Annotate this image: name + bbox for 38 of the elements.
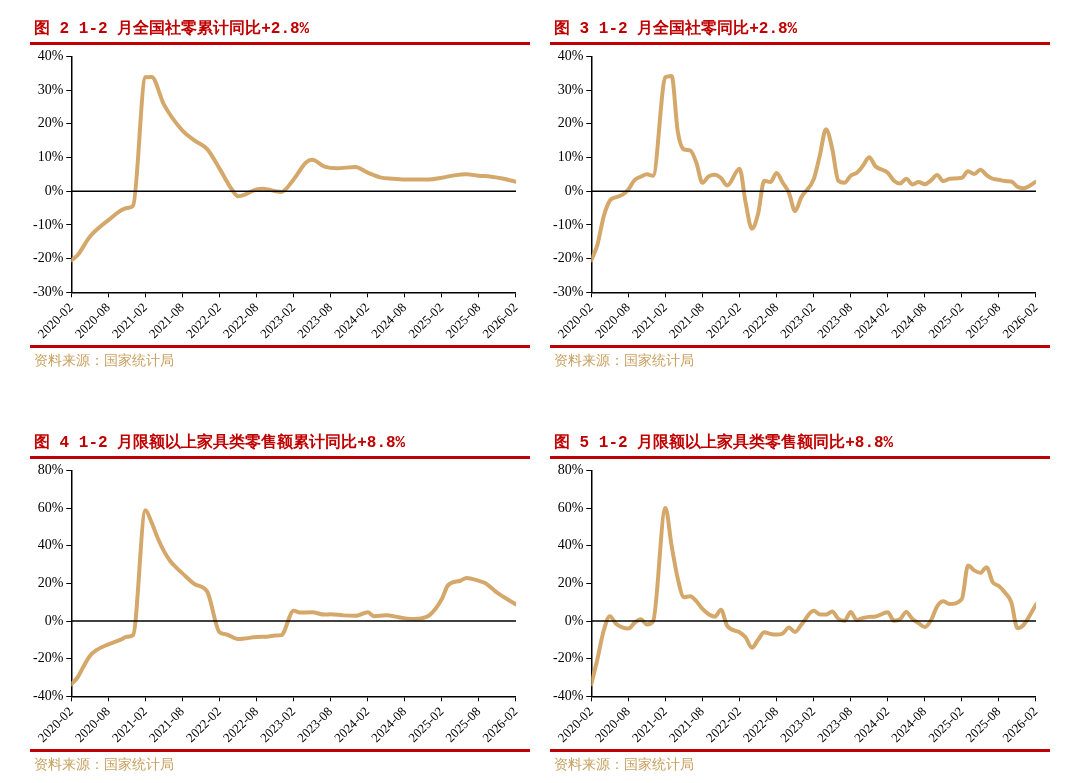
y-tick-label: -20%	[553, 250, 584, 266]
chart-title: 图 5 1-2 月限额以上家具类零售额同比+8.8%	[550, 432, 1050, 459]
chart-title: 图 3 1-2 月全国社零同比+2.8%	[550, 18, 1050, 45]
y-tick-label: 40%	[37, 537, 64, 553]
y-tick-label: -20%	[33, 650, 64, 666]
chart-title: 图 2 1-2 月全国社零累计同比+2.8%	[30, 18, 530, 45]
text: 资料来源：国家统计局	[34, 756, 175, 774]
y-tick-label: 20%	[37, 575, 64, 591]
y-tick-label: 20%	[557, 115, 584, 131]
y-tick-label: 30%	[557, 81, 584, 97]
y-tick-label: 20%	[37, 115, 64, 131]
y-tick-label: 30%	[37, 81, 64, 97]
y-tick-label: 80%	[557, 462, 584, 478]
y-tick-label: 0%	[564, 182, 584, 198]
y-tick-label: -20%	[33, 250, 64, 266]
y-tick-label: 20%	[557, 575, 584, 591]
y-tick-label: -30%	[553, 284, 584, 299]
y-tick-label: -10%	[33, 216, 64, 232]
y-tick-label: -20%	[553, 650, 584, 666]
y-tick-label: 60%	[37, 499, 64, 515]
y-tick-label: 40%	[557, 537, 584, 553]
y-tick-label: -40%	[33, 688, 64, 703]
text: 资料来源：国家统计局	[34, 352, 175, 370]
y-tick-label: 60%	[557, 499, 584, 515]
y-tick-label: 10%	[557, 149, 584, 165]
y-tick-label: 40%	[557, 48, 584, 64]
y-tick-label: -40%	[553, 688, 584, 703]
chart-title: 图 4 1-2 月限额以上家具类零售额累计同比+8.8%	[30, 432, 530, 459]
y-tick-label: 40%	[37, 48, 64, 64]
text: 资料来源：国家统计局	[554, 756, 695, 774]
y-tick-label: -30%	[33, 284, 64, 299]
y-tick-label: 0%	[44, 182, 64, 198]
text: 资料来源：国家统计局	[554, 352, 695, 370]
y-tick-label: 80%	[37, 462, 64, 478]
y-tick-label: 10%	[37, 149, 64, 165]
y-tick-label: 0%	[564, 612, 584, 628]
y-tick-label: -10%	[553, 216, 584, 232]
y-tick-label: 0%	[44, 612, 64, 628]
